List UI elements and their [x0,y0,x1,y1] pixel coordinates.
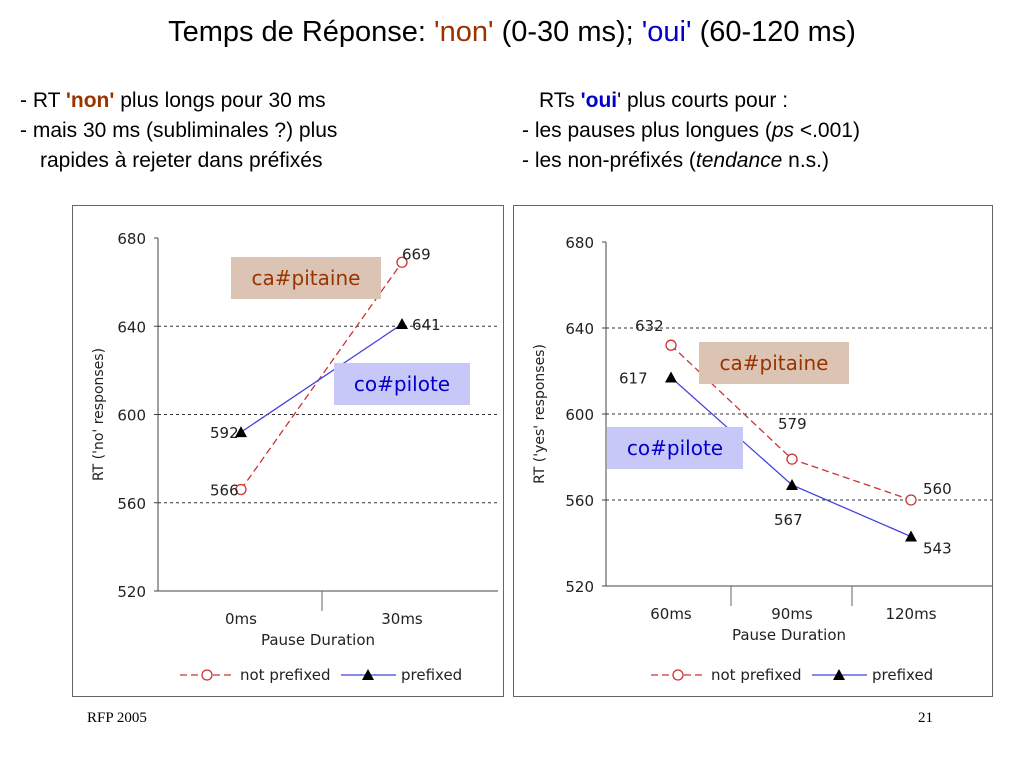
legend-label: not prefixed [711,666,802,684]
data-label: 543 [923,540,952,558]
y-tick-label: 520 [565,578,594,596]
title-oui: 'oui' [641,16,692,48]
annotation-label: ca#pitaine [252,266,361,290]
left-bullet-1: - RT 'non' plus longs pour 30 ms [20,86,337,116]
chart-no-responses: 520 560 600 640 680 0ms 30ms Pause Duration RT (… [72,205,504,697]
x-tick-label: 60ms [650,605,692,623]
data-label: 592 [210,424,239,442]
title-non-range: (0-30 ms); [493,16,642,48]
annotation-label: co#pilote [627,436,723,460]
y-tick-label: 640 [565,320,594,338]
title-oui-range: (60-120 ms) [691,16,856,48]
y-tick-label: 600 [565,406,594,424]
annotation-box [334,363,470,405]
legend-label: prefixed [872,666,933,684]
annotation-box [699,342,849,384]
data-point-triangle [665,371,677,383]
left-bullets: - RT 'non' plus longs pour 30 ms - mais … [20,86,337,176]
data-point-circle [396,256,408,268]
footer-left: RFP 2005 [87,710,147,726]
legend-marker-triangle [362,669,374,680]
right-bullet-3-a: - les non-préfixés ( [522,149,696,172]
legend-marker-triangle [833,669,845,680]
right-bullet-3-c: n.s.) [782,149,830,172]
y-tick-label: 560 [117,495,146,513]
x-axis-title: Pause Duration [732,626,846,644]
right-bullet-1-b: 'oui [580,89,618,112]
data-point-circle [786,453,798,465]
legend-label: prefixed [401,666,462,684]
data-label: 579 [778,415,807,433]
right-bullet-1-c: ' plus courts pour : [617,89,789,112]
data-label: 617 [619,369,648,387]
right-bullet-1: RTs 'oui' plus courts pour : [522,86,860,116]
y-tick-label: 560 [565,492,594,510]
chart-yes-responses-svg: 520 560 600 640 680 60ms 90ms 120ms Pause Durati… [532,234,992,684]
x-tick-label: 90ms [771,605,813,623]
data-label: 669 [402,245,431,263]
data-point-triangle [396,318,408,330]
y-tick-label: 520 [117,583,146,601]
annotation-label: ca#pitaine [720,351,829,375]
legend-marker-circle [201,669,213,681]
left-bullet-1-c: plus longs pour 30 ms [114,89,326,112]
right-bullets: RTs 'oui' plus courts pour : - les pause… [522,86,860,176]
x-tick-label: 120ms [885,605,936,623]
left-bullet-1-a: - RT [20,89,66,112]
data-label: 632 [635,317,664,335]
y-tick-label: 600 [117,407,146,425]
left-bullet-1-b: 'non' [65,89,115,112]
right-bullet-3-b: tendance [695,149,783,172]
legend-label: not prefixed [240,666,331,684]
series-line-1 [240,323,403,433]
chart-yes-responses: 520 560 600 640 680 60ms 90ms 120ms Pause Durati… [513,205,993,697]
data-point-circle [665,339,677,351]
title-prefix: Temps de Réponse: [168,16,435,48]
x-axis-title: Pause Duration [261,631,375,649]
data-label: 567 [774,511,803,529]
legend-marker-circle [672,669,684,681]
right-bullet-2: - les pauses plus longues (ps <.001) [522,116,860,146]
y-tick-label: 680 [117,230,146,248]
x-tick-label: 0ms [225,610,257,628]
data-point-triangle [786,478,798,490]
annotation-box [231,257,381,299]
left-bullet-3: rapides à rejeter dans préfixés [40,149,323,172]
right-bullet-2-b: ps [771,119,794,142]
right-bullet-3: - les non-préfixés (tendance n.s.) [522,146,860,176]
slide-title: Temps de Réponse: 'non' (0-30 ms); 'oui'… [0,16,1024,49]
annotation-label: co#pilote [354,372,450,396]
series-line-0 [240,261,403,490]
y-axis-title: RT ('yes' responses) [532,344,548,484]
x-tick-label: 30ms [381,610,423,628]
data-point-triangle [905,530,917,542]
footer-page-number: 21 [918,710,933,726]
data-label: 560 [923,480,952,498]
right-bullet-1-a: RTs [539,89,581,112]
data-point-triangle [235,426,247,438]
data-point-circle [905,494,917,506]
y-tick-label: 640 [117,318,146,336]
left-bullet-2: - mais 30 ms (subliminales ?) plus [20,119,338,142]
data-label: 641 [412,316,441,334]
y-axis-title: RT ('no' responses) [91,348,107,481]
right-bullet-2-a: - les pauses plus longues ( [522,119,772,142]
right-bullet-2-c: <.001) [794,119,860,142]
annotation-box [607,427,743,469]
data-point-circle [235,483,247,496]
y-tick-label: 680 [565,234,594,252]
chart-no-responses-svg: 520 560 600 640 680 0ms 30ms Pause Duration RT (… [91,230,498,684]
data-label: 566 [210,482,239,500]
title-non: 'non' [434,16,494,48]
